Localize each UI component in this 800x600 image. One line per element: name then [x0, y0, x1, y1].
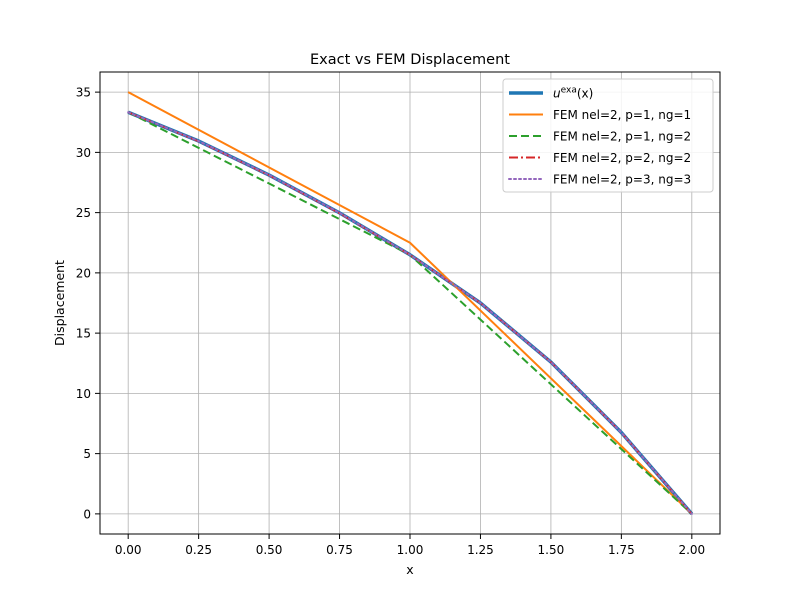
legend-label-3: FEM nel=2, p=1, ng=2 — [553, 130, 691, 144]
series-line-2 — [127, 91, 693, 515]
x-axis-label: x — [406, 562, 413, 577]
x-tick-label: 0.50 — [256, 543, 283, 557]
legend-label-1: uexa(x) — [553, 86, 593, 101]
x-tick-label: 2.00 — [678, 543, 705, 557]
plot-series — [127, 91, 694, 516]
legend-box — [502, 78, 714, 193]
x-tick-label: 0.00 — [115, 543, 142, 557]
y-tick-label: 30 — [76, 146, 91, 160]
y-tick-label: 15 — [76, 327, 91, 341]
x-tick-label: 0.25 — [185, 543, 212, 557]
y-tick-label: 10 — [76, 387, 91, 401]
x-tick-label: 1.75 — [608, 543, 635, 557]
y-tick-label: 5 — [83, 447, 91, 461]
chart-title: Exact vs FEM Displacement — [310, 52, 510, 68]
y-tick-label: 0 — [83, 507, 91, 521]
x-axis: 0.00 0.25 0.50 0.75 1.00 1.25 1.50 1.75 2.00 — [115, 534, 705, 557]
y-tick-label: 25 — [76, 206, 91, 220]
legend-label-2: FEM nel=2, p=1, ng=1 — [553, 108, 691, 122]
legend-label-4: FEM nel=2, p=2, ng=2 — [553, 151, 691, 165]
y-tick-label: 20 — [76, 266, 91, 280]
y-axis: 0 5 10 15 20 25 30 35 — [76, 86, 100, 521]
series-line-5 — [127, 111, 693, 515]
x-tick-label: 1.25 — [467, 543, 494, 557]
y-axis-label: Displacement — [52, 260, 67, 346]
y-tick-label: 35 — [76, 86, 91, 100]
x-tick-label: 1.00 — [397, 543, 424, 557]
legend: uexa(x) FEM nel=2, p=1, ng=1 FEM nel=2, p=… — [502, 78, 714, 193]
legend-label-5: FEM nel=2, p=3, ng=3 — [553, 173, 691, 187]
x-tick-label: 1.50 — [538, 543, 565, 557]
x-tick-label: 0.75 — [326, 543, 353, 557]
